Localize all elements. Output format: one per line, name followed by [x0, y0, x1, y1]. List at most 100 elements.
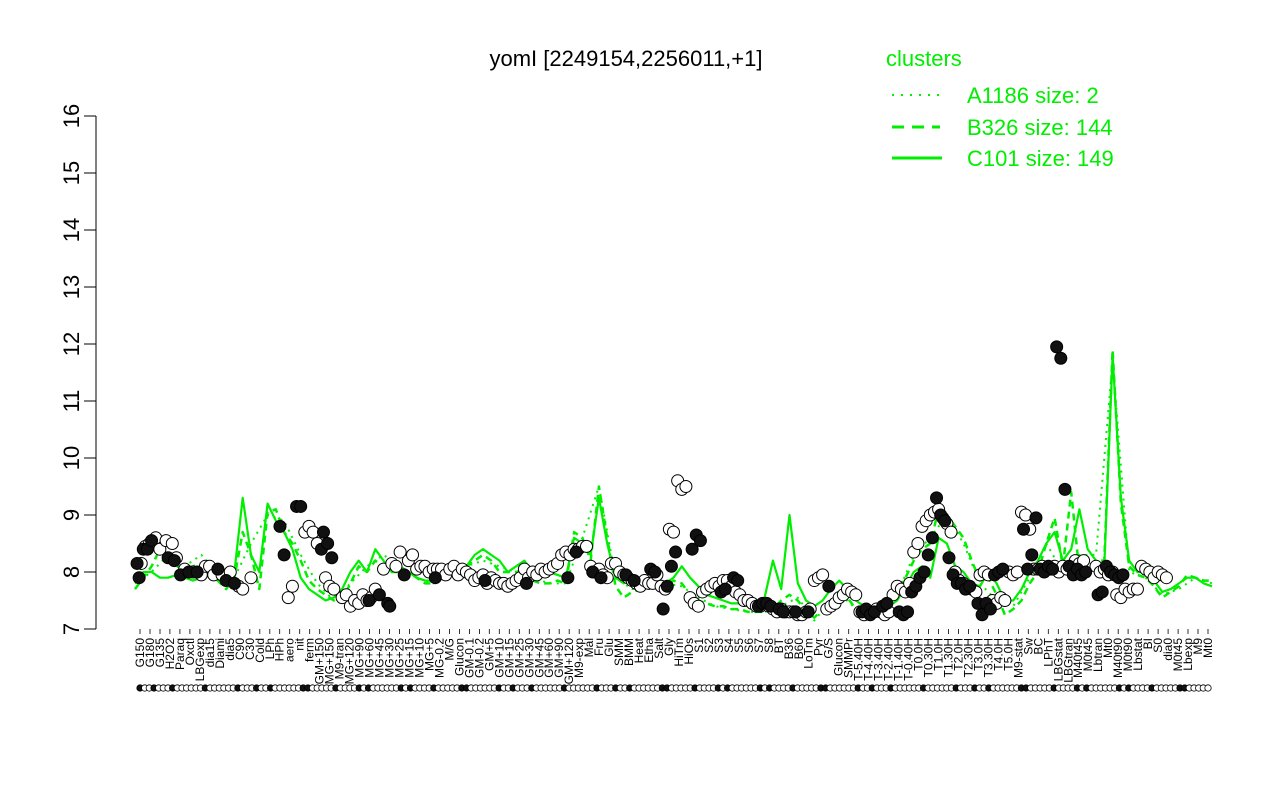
legend: clusters A1186 size: 2 B326 size: 144 C1…: [886, 46, 1114, 171]
x-tick-label-47: Glu: [602, 638, 616, 657]
data-point-filled-75: [942, 551, 956, 565]
x-tick-label-13: LPh: [263, 638, 277, 659]
data-point-filled-105: [1095, 585, 1109, 599]
legend-title: clusters: [886, 46, 962, 71]
x-tick-label-39: GM+30: [522, 638, 536, 678]
x-tick-label-102: S0: [1151, 638, 1165, 653]
data-point-open-27: [327, 582, 341, 596]
data-point-open-105: [667, 525, 680, 539]
x-tick-label-67: LoTm: [802, 638, 816, 669]
data-point-filled-87: [996, 562, 1010, 576]
data-point-filled-16: [294, 499, 308, 513]
x-tick-label-27: MG+15: [403, 638, 417, 678]
series-line-dashed: [133, 348, 1212, 619]
x-tick-label-23: MG+60: [363, 638, 377, 678]
x-tick-label-79: T0.30H: [922, 638, 936, 677]
y-tick-label-15: 15: [59, 161, 84, 185]
x-tick-label-105: Lbexp: [1181, 638, 1195, 671]
x-tick-label-60: S5: [732, 638, 746, 653]
x-tick-label-91: LPhT: [1041, 637, 1055, 666]
x-tick-label-82: T2.0H: [952, 638, 966, 671]
data-point-filled-97: [1054, 351, 1068, 365]
x-tick-label-70: Glucon: [832, 638, 846, 676]
data-point-filled-1: [132, 571, 146, 585]
x-tick-label-77: T-0.40H: [902, 638, 916, 681]
x-tick-label-99: M0t90: [1121, 638, 1135, 672]
data-point-filled-14: [277, 548, 291, 562]
y-tick-label-14: 14: [59, 218, 84, 242]
data-point-filled-41: [685, 542, 699, 556]
x-tick-label-2: G135: [153, 638, 167, 668]
data-point-open-84: [580, 539, 594, 553]
x-tick-label-22: MG+90: [353, 638, 367, 678]
data-point-filled-40: [669, 545, 683, 559]
data-point-filled-19: [321, 537, 335, 550]
x-tick-label-93: LBGtran: [1061, 638, 1075, 683]
data-point-open-222: [1159, 571, 1173, 585]
x-tick-label-51: Etha: [642, 638, 656, 663]
y-tick-label-12: 12: [59, 332, 84, 356]
x-tick-label-104: M0t45: [1171, 638, 1185, 672]
data-point-filled-88: [1017, 522, 1031, 536]
data-point-filled-54: [789, 605, 803, 619]
x-tick-label-58: S3: [712, 638, 726, 653]
x-tick-label-96: Lbtran: [1091, 638, 1105, 672]
x-tick-label-34: GM-0.2: [472, 638, 486, 678]
x-tick-label-107: Mt0: [1201, 638, 1215, 658]
x-tick-label-56: S1: [692, 638, 706, 653]
x-tick-label-19: MG+150: [323, 638, 337, 685]
y-axis: 7 8 9 10 11 12 13 14 15 16: [59, 104, 97, 635]
data-point-filled-6: [167, 554, 181, 568]
x-tick-label-71: SMMPr: [842, 638, 856, 678]
data-point-open-108: [679, 480, 693, 493]
data-point-filled-9: [190, 565, 204, 579]
data-point-filled-80: [963, 579, 977, 593]
x-sample-marker-229: [1204, 684, 1212, 692]
x-tick-label-33: GM-0.1: [462, 638, 476, 678]
x-tick-label-17: ferm: [303, 638, 317, 662]
x-tick-label-26: MG+25: [393, 638, 407, 678]
data-point-filled-0: [130, 556, 144, 570]
x-tick-label-35: GM+5: [482, 638, 496, 671]
x-tick-label-59: S4: [722, 638, 736, 653]
x-tick-label-89: Sw: [1021, 638, 1035, 655]
data-point-filled-25: [397, 568, 411, 582]
y-tick-label-11: 11: [59, 390, 84, 413]
data-point-open-6: [165, 537, 179, 550]
x-tick-label-73: T-4.40H: [862, 638, 876, 681]
x-tick-label-40: GM+45: [532, 638, 546, 678]
data-point-filled-18: [316, 525, 330, 539]
data-point-filled-30: [569, 545, 583, 559]
x-tick-label-15: aero: [283, 638, 297, 662]
data-point-open-141: [816, 568, 830, 582]
x-tick-label-12: Cold: [253, 638, 267, 663]
x-tick-label-68: Pyr: [812, 638, 826, 656]
data-point-filled-4: [145, 534, 159, 548]
x-tick-label-106: M9: [1191, 638, 1205, 655]
x-tick-label-98: M40t90: [1111, 638, 1125, 678]
data-point-open-39: [389, 559, 403, 573]
x-tick-label-92: LBGstat: [1051, 637, 1065, 681]
x-tick-label-80: T1.0H: [932, 638, 946, 671]
data-point-filled-45: [718, 582, 732, 596]
x-tick-label-32: Glucon: [452, 638, 466, 676]
data-point-filled-47: [731, 574, 745, 588]
data-point-filled-22: [372, 588, 386, 602]
x-tick-label-28: MG+10: [413, 638, 427, 678]
x-tick-label-38: GM+25: [512, 638, 526, 678]
x-tick-label-53: Gly: [662, 638, 676, 656]
x-tick-label-103: dia0: [1161, 638, 1175, 661]
data-point-filled-65: [901, 605, 915, 619]
data-point-filled-95: [1046, 562, 1060, 576]
x-tick-label-5: Oxctl: [183, 638, 197, 665]
y-tick-label-10: 10: [59, 446, 84, 470]
x-tick-label-3: H2O2: [163, 638, 177, 670]
x-tick-label-84: T3.0H: [971, 638, 985, 671]
data-point-open-215: [1130, 582, 1144, 596]
data-point-filled-10: [211, 562, 225, 576]
data-point-filled-89: [1021, 562, 1035, 576]
data-point-filled-37: [656, 602, 670, 616]
data-point-open-19: [281, 591, 295, 605]
x-tick-label-87: T5.0H: [1001, 638, 1015, 671]
data-point-filled-56: [822, 579, 836, 593]
